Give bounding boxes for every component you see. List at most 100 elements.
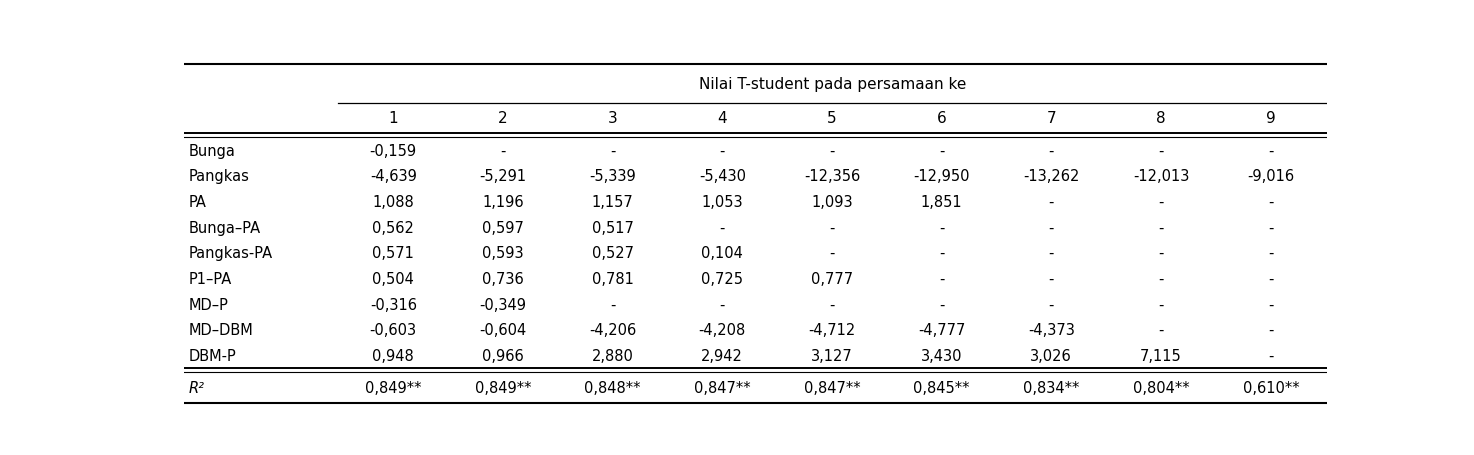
Text: -: - (1048, 246, 1054, 261)
Text: 0,966: 0,966 (482, 348, 523, 363)
Text: 3,127: 3,127 (811, 348, 853, 363)
Text: -: - (1269, 246, 1274, 261)
Text: 7,115: 7,115 (1139, 348, 1182, 363)
Text: -12,013: -12,013 (1134, 169, 1190, 184)
Text: 0,848**: 0,848** (584, 380, 641, 395)
Text: 2: 2 (498, 111, 507, 126)
Text: -: - (1048, 194, 1054, 209)
Text: 0,804**: 0,804** (1132, 380, 1190, 395)
Text: -: - (1269, 348, 1274, 363)
Text: 0,562: 0,562 (373, 220, 414, 235)
Text: 0,527: 0,527 (591, 246, 634, 261)
Text: 0,597: 0,597 (482, 220, 523, 235)
Text: 0,847**: 0,847** (694, 380, 750, 395)
Text: -: - (1048, 220, 1054, 235)
Text: -9,016: -9,016 (1247, 169, 1294, 184)
Text: 8: 8 (1156, 111, 1166, 126)
Text: -4,208: -4,208 (699, 323, 746, 338)
Text: -: - (939, 271, 945, 286)
Text: -0,316: -0,316 (370, 297, 417, 312)
Text: -4,206: -4,206 (590, 323, 637, 338)
Text: 1,157: 1,157 (591, 194, 634, 209)
Text: 0,834**: 0,834** (1023, 380, 1079, 395)
Text: 5: 5 (827, 111, 837, 126)
Text: 1: 1 (389, 111, 398, 126)
Text: -: - (500, 143, 506, 158)
Text: DBM-P: DBM-P (189, 348, 236, 363)
Text: 0,610**: 0,610** (1243, 380, 1300, 395)
Text: -0,603: -0,603 (370, 323, 417, 338)
Text: -: - (1269, 271, 1274, 286)
Text: 6: 6 (937, 111, 946, 126)
Text: 1,088: 1,088 (373, 194, 414, 209)
Text: -: - (610, 143, 615, 158)
Text: -: - (939, 297, 945, 312)
Text: 0,948: 0,948 (373, 348, 414, 363)
Text: -: - (1048, 271, 1054, 286)
Text: -5,339: -5,339 (590, 169, 635, 184)
Text: 0,849**: 0,849** (366, 380, 422, 395)
Text: 1,196: 1,196 (482, 194, 523, 209)
Text: -: - (830, 297, 834, 312)
Text: 0,845**: 0,845** (914, 380, 970, 395)
Text: -: - (1048, 297, 1054, 312)
Text: Nilai T-student pada persamaan ke: Nilai T-student pada persamaan ke (699, 77, 967, 92)
Text: -4,777: -4,777 (918, 323, 965, 338)
Text: -0,604: -0,604 (479, 323, 526, 338)
Text: -: - (1269, 194, 1274, 209)
Text: 4: 4 (718, 111, 727, 126)
Text: 0,781: 0,781 (591, 271, 634, 286)
Text: -12,356: -12,356 (803, 169, 861, 184)
Text: -: - (1269, 297, 1274, 312)
Text: -: - (1269, 220, 1274, 235)
Text: 3,430: 3,430 (921, 348, 963, 363)
Text: 7: 7 (1047, 111, 1055, 126)
Text: -: - (1159, 194, 1163, 209)
Text: -: - (1269, 323, 1274, 338)
Text: R²: R² (189, 380, 205, 395)
Text: P1–PA: P1–PA (189, 271, 231, 286)
Text: 0,571: 0,571 (373, 246, 414, 261)
Text: 3,026: 3,026 (1030, 348, 1072, 363)
Text: 0,847**: 0,847** (803, 380, 861, 395)
Text: 2,942: 2,942 (702, 348, 743, 363)
Text: 2,880: 2,880 (591, 348, 634, 363)
Text: -5,291: -5,291 (479, 169, 526, 184)
Text: Bunga–PA: Bunga–PA (189, 220, 261, 235)
Text: -: - (719, 220, 725, 235)
Text: -: - (830, 246, 834, 261)
Text: 0,725: 0,725 (702, 271, 743, 286)
Text: MD–P: MD–P (189, 297, 228, 312)
Text: -4,639: -4,639 (370, 169, 417, 184)
Text: -: - (1159, 271, 1163, 286)
Text: -: - (1159, 220, 1163, 235)
Text: -: - (1159, 323, 1163, 338)
Text: 1,851: 1,851 (921, 194, 963, 209)
Text: -: - (939, 143, 945, 158)
Text: -: - (939, 246, 945, 261)
Text: -13,262: -13,262 (1023, 169, 1079, 184)
Text: -12,950: -12,950 (914, 169, 970, 184)
Text: Bunga: Bunga (189, 143, 236, 158)
Text: MD–DBM: MD–DBM (189, 323, 254, 338)
Text: -: - (1159, 246, 1163, 261)
Text: -4,373: -4,373 (1027, 323, 1075, 338)
Text: PA: PA (189, 194, 206, 209)
Text: -: - (830, 220, 834, 235)
Text: -: - (1159, 143, 1163, 158)
Text: -: - (719, 297, 725, 312)
Text: -: - (1048, 143, 1054, 158)
Text: 3: 3 (607, 111, 618, 126)
Text: -5,430: -5,430 (699, 169, 746, 184)
Text: -0,159: -0,159 (370, 143, 417, 158)
Text: 0,104: 0,104 (702, 246, 743, 261)
Text: Pangkas-PA: Pangkas-PA (189, 246, 273, 261)
Text: 0,849**: 0,849** (475, 380, 531, 395)
Text: -4,712: -4,712 (808, 323, 855, 338)
Text: 0,736: 0,736 (482, 271, 523, 286)
Text: 0,777: 0,777 (811, 271, 853, 286)
Text: 0,517: 0,517 (591, 220, 634, 235)
Text: -: - (939, 220, 945, 235)
Text: -: - (719, 143, 725, 158)
Text: -0,349: -0,349 (479, 297, 526, 312)
